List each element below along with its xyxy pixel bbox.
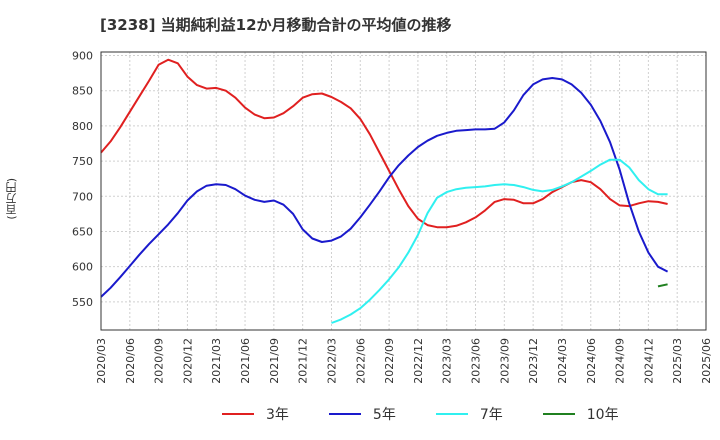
x-tick-label: 2020/06 [124,338,137,384]
x-tick-label: 2025/06 [700,338,713,384]
x-tick-label: 2023/03 [441,338,454,384]
y-tick-label: 900 [72,50,93,63]
x-tick-label: 2021/09 [268,338,281,384]
x-tick-label: 2020/03 [95,338,108,384]
y-tick-label: 700 [72,190,93,203]
y-tick-label: 850 [72,85,93,98]
x-tick-label: 2021/12 [297,338,310,384]
legend-item: 10年 [542,404,619,424]
x-tick-label: 2024/12 [642,338,655,384]
x-tick-label: 2021/03 [210,338,223,384]
legend-label: 5年 [372,407,396,423]
series-lines [100,58,669,324]
legend-label: 7年 [479,407,503,423]
legend-swatch [542,413,575,415]
legend-label: 10年 [586,407,619,423]
x-tick-label: 2022/06 [354,338,367,384]
x-tick-label: 2023/06 [470,338,483,384]
x-tick-label: 2020/09 [153,338,166,384]
legend-swatch [328,413,361,415]
x-tick-label: 2024/03 [556,338,569,384]
legend-label: 3年 [266,407,289,423]
y-tick-label: 600 [72,261,93,274]
x-tick-label: 2022/12 [412,338,425,384]
x-tick-labels: 2020/03 2020/06 2020/09 2020/12 2021/03 2021/… [95,338,713,384]
series-line-5年 [100,77,669,298]
gridlines [100,52,707,330]
legend-item: 3年 [222,404,289,424]
x-tick-label: 2023/09 [498,338,511,384]
x-tick-label: 2024/09 [614,338,627,384]
y-tick-label: 750 [72,155,93,168]
legend-swatch [435,413,468,415]
x-tick-label: 2024/06 [585,338,598,384]
x-tick-label: 2020/12 [181,338,194,384]
legend-swatch [222,413,254,415]
y-tick-labels: 550 600 650 700 750 800 850 900 [72,50,93,309]
legend-item: 7年 [435,404,503,424]
y-tick-label: 550 [72,296,93,309]
x-tick-label: 2025/03 [671,338,684,384]
chart-title: [3238] 当期純利益12か月移動合計の平均値の推移 [100,16,452,34]
y-tick-label: 800 [72,120,93,133]
x-tick-label: 2023/12 [527,338,540,384]
series-line-7年 [331,158,668,324]
series-line-10年 [657,283,668,288]
x-tick-label: 2022/03 [325,338,338,384]
legend-item: 5年 [328,404,396,424]
plot-border [100,51,707,331]
x-tick-label: 2022/09 [383,338,396,384]
y-tick-label: 650 [72,225,93,238]
plot-frame [100,51,707,331]
legend: 3年 5年 7年 10年 [222,404,659,424]
x-tick-label: 2021/06 [239,338,252,384]
